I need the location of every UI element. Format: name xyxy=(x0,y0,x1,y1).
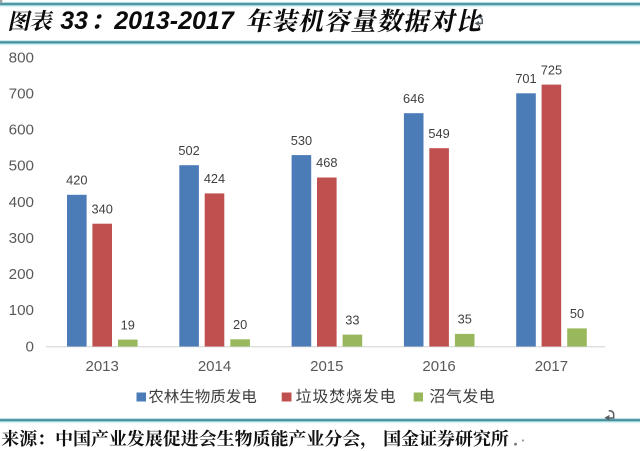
svg-text:33: 33 xyxy=(345,312,359,327)
svg-text:100: 100 xyxy=(9,302,34,319)
svg-text:19: 19 xyxy=(121,317,135,332)
svg-text:2014: 2014 xyxy=(198,358,231,375)
svg-text:400: 400 xyxy=(9,194,34,211)
svg-text:200: 200 xyxy=(9,266,34,283)
svg-text:2015: 2015 xyxy=(310,358,343,375)
svg-text:35: 35 xyxy=(458,312,472,327)
svg-text:20: 20 xyxy=(233,317,247,332)
svg-text:0: 0 xyxy=(26,338,34,355)
svg-text:700: 700 xyxy=(9,86,34,103)
svg-text:33: 33 xyxy=(60,7,88,35)
svg-text:725: 725 xyxy=(541,62,562,77)
svg-text:50: 50 xyxy=(570,306,584,321)
svg-text:2013-2017: 2013-2017 xyxy=(113,7,235,35)
svg-text:600: 600 xyxy=(9,122,34,139)
svg-text:2013: 2013 xyxy=(86,358,119,375)
svg-text:500: 500 xyxy=(9,158,34,175)
svg-text:502: 502 xyxy=(178,143,199,158)
svg-text:701: 701 xyxy=(515,71,536,86)
svg-text:800: 800 xyxy=(9,49,34,66)
svg-text:2017: 2017 xyxy=(535,358,568,375)
svg-text:300: 300 xyxy=(9,230,34,247)
svg-text:468: 468 xyxy=(316,155,337,170)
svg-text:549: 549 xyxy=(428,126,449,141)
svg-text:2016: 2016 xyxy=(422,358,455,375)
svg-text:530: 530 xyxy=(291,133,312,148)
svg-text:424: 424 xyxy=(204,171,225,186)
svg-text:646: 646 xyxy=(403,91,424,106)
svg-text:420: 420 xyxy=(66,173,87,188)
svg-text:340: 340 xyxy=(92,201,113,216)
